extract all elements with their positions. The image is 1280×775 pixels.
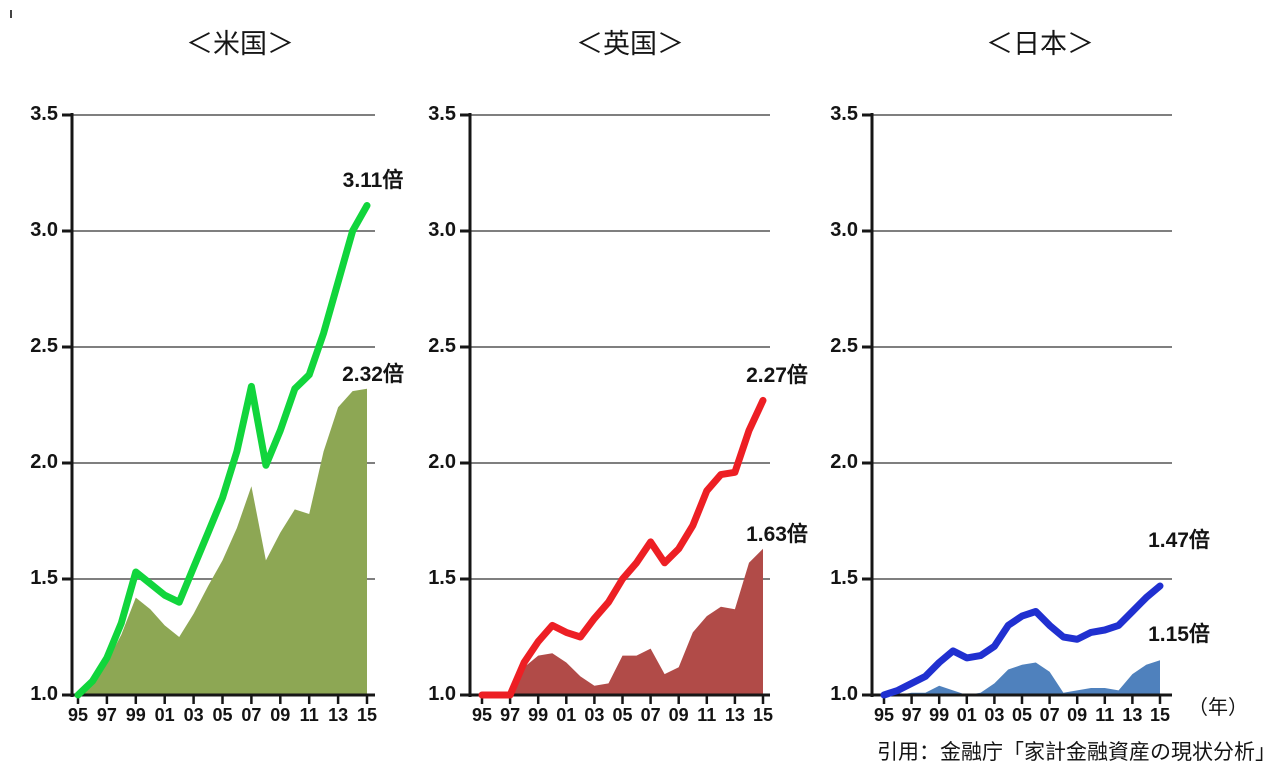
x-tick-label: 07 xyxy=(640,705,661,725)
x-tick-label: 11 xyxy=(299,705,319,725)
y-tick-label: 3.0 xyxy=(428,219,456,241)
x-tick-label: 15 xyxy=(752,705,774,725)
y-tick-label: 3.5 xyxy=(30,103,58,125)
x-tick-label: 15 xyxy=(1149,705,1171,725)
x-axis-unit-label: （年） xyxy=(1188,697,1248,719)
x-tick-label: 11 xyxy=(1095,705,1115,725)
x-tick-label: 97 xyxy=(901,705,922,725)
x-tick-label: 13 xyxy=(724,705,745,725)
line-series xyxy=(478,396,767,699)
x-tick-label: 97 xyxy=(500,705,521,725)
y-tick-label: 1.0 xyxy=(30,683,58,705)
y-tick-label: 3.5 xyxy=(428,103,456,125)
area-value-annotation-usa: 2.32倍 xyxy=(342,362,404,386)
citation-text: 引用：金融庁「家計金融資産の現状分析」 xyxy=(877,741,1276,764)
y-tick-label: 3.5 xyxy=(830,103,858,125)
panel-title-japan: ＜日本＞ xyxy=(986,29,1094,59)
line-value-annotation-japan: 1.47倍 xyxy=(1148,528,1210,552)
y-tick-label: 2.5 xyxy=(830,335,858,357)
area-series xyxy=(78,388,367,695)
panel-title-uk: ＜英国＞ xyxy=(576,29,684,59)
area-series xyxy=(884,660,1160,695)
x-tick-label: 99 xyxy=(528,705,549,725)
x-tick-label: 13 xyxy=(1122,705,1143,725)
y-tick-label: 1.5 xyxy=(428,567,456,589)
x-tick-label: 05 xyxy=(212,705,233,725)
x-tick-label: 95 xyxy=(471,705,493,725)
y-tick-label: 2.0 xyxy=(830,451,858,473)
area-value-annotation-uk: 1.63倍 xyxy=(746,522,808,546)
x-tick-label: 01 xyxy=(556,705,577,725)
y-tick-label: 2.0 xyxy=(428,451,456,473)
x-tick-label: 13 xyxy=(328,705,349,725)
area-series xyxy=(482,548,763,695)
y-tick-label: 1.5 xyxy=(30,567,58,589)
y-tick-label: 1.5 xyxy=(830,567,858,589)
line-series xyxy=(880,582,1164,699)
x-tick-label: 03 xyxy=(984,705,1005,725)
x-tick-label: 11 xyxy=(697,705,717,725)
y-tick-label: 3.0 xyxy=(830,219,858,241)
x-tick-label: 95 xyxy=(873,705,895,725)
x-tick-label: 05 xyxy=(1011,705,1033,725)
x-tick-label: 09 xyxy=(668,705,689,725)
y-tick-label: 2.0 xyxy=(30,451,58,473)
y-tick-label: 3.0 xyxy=(30,219,58,241)
x-tick-label: 05 xyxy=(612,705,633,725)
corner-artifact xyxy=(10,10,12,18)
x-tick-label: 97 xyxy=(96,705,117,725)
x-tick-label: 09 xyxy=(270,705,291,725)
line-value-annotation-uk: 2.27倍 xyxy=(746,364,808,388)
x-tick-label: 07 xyxy=(241,705,262,725)
y-tick-label: 2.5 xyxy=(428,335,456,357)
area-value-annotation-japan: 1.15倍 xyxy=(1148,623,1210,647)
line-series xyxy=(74,202,371,699)
x-tick-label: 01 xyxy=(154,705,175,725)
x-tick-label: 15 xyxy=(356,705,378,725)
x-tick-label: 99 xyxy=(929,705,950,725)
line-value-annotation-usa: 3.11倍 xyxy=(342,169,404,193)
y-tick-label: 2.5 xyxy=(30,335,58,357)
x-tick-label: 01 xyxy=(956,705,977,725)
y-tick-label: 1.0 xyxy=(428,683,456,705)
x-tick-label: 03 xyxy=(183,705,204,725)
panel-title-usa: ＜米国＞ xyxy=(186,29,294,59)
x-tick-label: 07 xyxy=(1039,705,1060,725)
x-tick-label: 03 xyxy=(584,705,605,725)
y-tick-label: 1.0 xyxy=(830,683,858,705)
x-tick-label: 09 xyxy=(1067,705,1088,725)
x-tick-label: 95 xyxy=(67,705,89,725)
x-tick-label: 99 xyxy=(125,705,146,725)
